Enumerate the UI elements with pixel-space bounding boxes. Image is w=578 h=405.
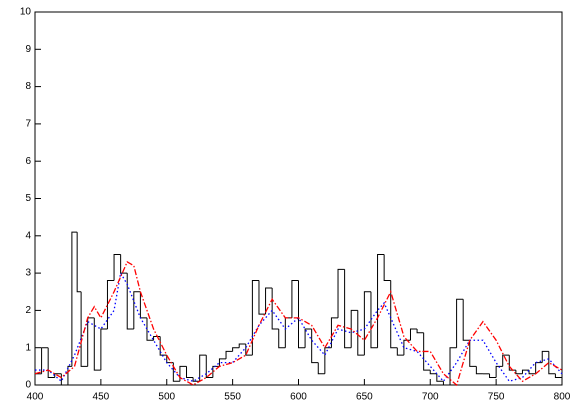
step-segment <box>67 365 72 385</box>
step-segment <box>126 273 134 330</box>
step-segment <box>396 347 404 356</box>
step-segment <box>554 373 562 379</box>
y-tick-label: 0 <box>25 380 31 391</box>
y-tick-label: 2 <box>25 305 31 316</box>
step-segment <box>120 254 128 274</box>
step-segment <box>337 268 345 318</box>
step-segment <box>71 231 78 367</box>
step-segment <box>515 370 523 375</box>
step-segment <box>106 280 115 330</box>
y-tick-label: 4 <box>25 230 31 241</box>
step-segment <box>113 253 121 281</box>
x-tick-label: 500 <box>158 392 175 403</box>
series-line <box>34 260 563 387</box>
step-segment <box>475 366 483 375</box>
step-segment <box>495 365 503 378</box>
step-segment <box>218 358 227 367</box>
step-segment <box>377 253 385 348</box>
step-segment <box>429 370 437 375</box>
step-segment <box>265 287 273 315</box>
x-tick-label: 650 <box>356 392 373 403</box>
step-segment <box>324 347 332 374</box>
x-tick-label: 550 <box>224 392 241 403</box>
step-segment <box>76 232 82 293</box>
step-segment <box>350 309 358 348</box>
step-segment <box>409 328 418 341</box>
step-segment <box>442 381 451 386</box>
step-segment <box>100 328 108 371</box>
x-tick-label: 800 <box>554 392 571 403</box>
step-segment <box>390 280 398 349</box>
step-segment <box>370 291 378 349</box>
y-tick-label: 3 <box>25 268 31 279</box>
step-segment <box>284 317 292 348</box>
step-segment <box>541 350 549 363</box>
step-segment <box>93 317 101 371</box>
step-segment <box>363 291 371 356</box>
step-segment <box>186 366 194 379</box>
step-segment <box>502 354 510 367</box>
x-tick-label: 700 <box>422 392 439 403</box>
step-segment <box>205 355 213 379</box>
step-segment <box>508 355 516 371</box>
step-segment <box>311 329 319 364</box>
step-segment <box>232 347 240 352</box>
step-segment <box>330 317 339 348</box>
step-segment <box>304 328 312 348</box>
step-segment <box>212 365 220 378</box>
step-segment <box>238 343 246 348</box>
y-tick-label: 10 <box>20 7 32 18</box>
step-segment <box>54 373 62 378</box>
y-tick-label: 7 <box>25 119 31 130</box>
step-segment <box>548 351 556 375</box>
step-segment <box>403 339 411 356</box>
step-segment <box>80 291 88 367</box>
step-segment <box>535 362 543 374</box>
y-tick-label: 8 <box>25 81 31 92</box>
x-tick-label: 400 <box>27 392 44 403</box>
step-segment <box>192 377 200 382</box>
step-segment <box>146 317 154 341</box>
step-segment <box>298 280 306 349</box>
step-segment <box>251 280 259 356</box>
step-segment <box>87 317 95 367</box>
step-segment <box>423 332 431 371</box>
step-segment <box>489 373 497 379</box>
step-segment <box>172 362 180 382</box>
step-segment <box>416 329 424 334</box>
step-segment <box>383 254 391 282</box>
step-segment <box>528 370 536 375</box>
step-segment <box>225 350 233 359</box>
step-segment <box>436 373 444 382</box>
step-segment <box>357 310 365 356</box>
step-segment <box>245 343 253 356</box>
step-segment <box>278 329 286 349</box>
step-segment <box>317 362 325 375</box>
step-segment <box>462 299 470 341</box>
y-tick-label: 1 <box>25 342 31 353</box>
step-segment <box>258 280 266 315</box>
step-segment <box>47 347 55 379</box>
step-segment <box>469 340 477 367</box>
step-segment <box>271 288 279 330</box>
step-segment <box>133 291 141 330</box>
step-segment <box>41 347 49 374</box>
y-tick-label: 5 <box>25 193 31 204</box>
step-segment <box>344 269 352 349</box>
step-segment <box>199 354 207 382</box>
step-segment <box>456 298 464 348</box>
x-tick-label: 750 <box>488 392 505 403</box>
step-segment <box>521 369 530 374</box>
y-tick-label: 9 <box>25 44 31 55</box>
x-tick-label: 450 <box>93 392 110 403</box>
step-segment <box>291 280 299 318</box>
x-tick-label: 600 <box>290 392 307 403</box>
y-tick-label: 6 <box>25 156 31 167</box>
step-segment <box>449 347 457 385</box>
